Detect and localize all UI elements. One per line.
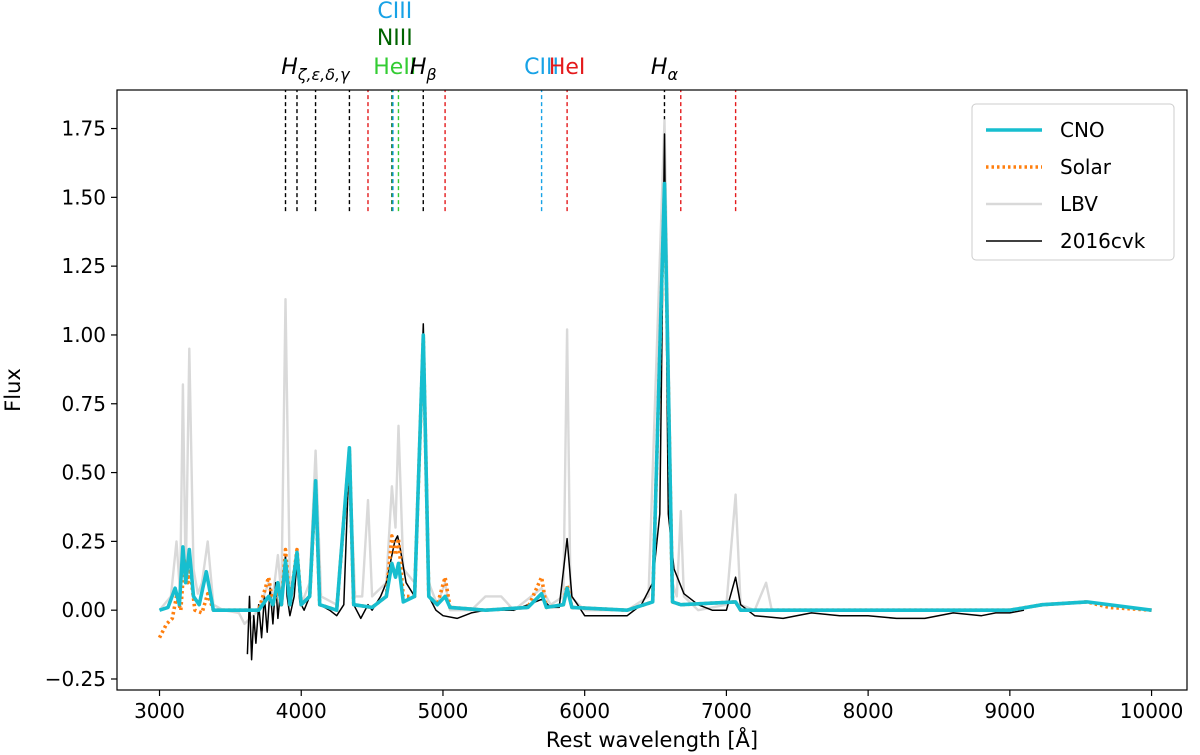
x-tick-label: 9000 bbox=[984, 699, 1035, 723]
y-tick-label: 0.00 bbox=[61, 598, 106, 622]
line-label-text: CIII bbox=[377, 0, 412, 24]
line-label: NIII bbox=[377, 26, 413, 51]
line-label-text: H bbox=[410, 55, 427, 80]
x-axis-label: Rest wavelength [Å] bbox=[546, 726, 758, 752]
y-tick-label: 1.25 bbox=[61, 254, 106, 278]
y-tick-label: 0.75 bbox=[61, 392, 106, 416]
reference-lines bbox=[284, 90, 737, 212]
line-label-subscript: β bbox=[425, 65, 436, 84]
line-label: Hβ bbox=[410, 55, 437, 84]
x-tick-label: 10000 bbox=[1120, 699, 1184, 723]
line-label: HeI bbox=[549, 55, 586, 80]
line-label: HeII bbox=[373, 55, 416, 80]
line-label-text: HeII bbox=[373, 55, 416, 80]
line-label-text: CIII bbox=[524, 55, 559, 80]
x-tick-label: 8000 bbox=[843, 699, 894, 723]
x-tick-label: 6000 bbox=[559, 699, 610, 723]
y-tick-label: 1.50 bbox=[61, 185, 106, 209]
x-tick-label: 3000 bbox=[134, 699, 185, 723]
y-axis-label: Flux bbox=[1, 368, 25, 412]
series-group bbox=[157, 119, 1152, 661]
line-label-subscript: α bbox=[667, 65, 678, 84]
line-label: Hζ,ε,δ,γ bbox=[281, 55, 351, 84]
line-label-subscript: ζ,ε,δ,γ bbox=[297, 65, 351, 84]
y-tick-label: 1.00 bbox=[61, 323, 106, 347]
legend-label: 2016cvk bbox=[1060, 229, 1146, 253]
legend-label: CNO bbox=[1060, 118, 1105, 142]
line-label-text: HeI bbox=[549, 55, 586, 80]
line-label: Hα bbox=[651, 55, 679, 84]
y-axis-ticks: −0.25 0.00 0.25 0.50 0.75 1.00 1.25 1.50 1.75 bbox=[45, 117, 117, 691]
legend-box bbox=[971, 103, 1175, 261]
plot-frame bbox=[116, 89, 1188, 691]
legend-label: LBV bbox=[1060, 192, 1098, 216]
y-tick-label: −0.25 bbox=[45, 667, 106, 691]
y-tick-label: 0.25 bbox=[61, 529, 106, 553]
series-line-cno bbox=[158, 181, 1152, 612]
legend: CNO Solar LBV 2016cvk bbox=[971, 103, 1175, 261]
x-axis-ticks: 3000 4000 5000 6000 7000 8000 9000 10000 bbox=[134, 690, 1183, 723]
line-label-text: NIII bbox=[377, 26, 413, 51]
line-label-text: H bbox=[281, 55, 298, 80]
legend-label: Solar bbox=[1060, 155, 1112, 179]
line-label: CIII bbox=[377, 0, 412, 24]
y-tick-label: 0.50 bbox=[61, 461, 106, 485]
line-label-text: H bbox=[651, 55, 668, 80]
line-label: CIII bbox=[524, 55, 559, 80]
x-tick-label: 4000 bbox=[276, 699, 327, 723]
y-tick-label: 1.75 bbox=[61, 117, 106, 141]
x-tick-label: 7000 bbox=[701, 699, 752, 723]
x-tick-label: 5000 bbox=[418, 699, 469, 723]
